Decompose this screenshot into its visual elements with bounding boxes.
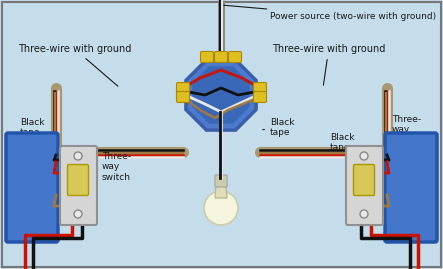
FancyBboxPatch shape [201, 51, 214, 62]
FancyBboxPatch shape [176, 91, 190, 102]
FancyBboxPatch shape [2, 2, 441, 267]
Circle shape [360, 152, 368, 160]
Polygon shape [192, 66, 250, 124]
Text: Power source (two-wire with ground): Power source (two-wire with ground) [224, 5, 436, 21]
FancyBboxPatch shape [67, 165, 89, 196]
FancyBboxPatch shape [253, 83, 267, 94]
FancyBboxPatch shape [176, 83, 190, 94]
Circle shape [360, 210, 368, 218]
Circle shape [74, 210, 82, 218]
FancyBboxPatch shape [214, 51, 228, 62]
Text: Three-
way
switch: Three- way switch [367, 115, 421, 158]
FancyBboxPatch shape [346, 146, 383, 225]
FancyBboxPatch shape [385, 133, 437, 242]
FancyBboxPatch shape [60, 146, 97, 225]
Circle shape [204, 191, 238, 225]
FancyBboxPatch shape [6, 133, 58, 242]
Text: Black
tape: Black tape [20, 118, 60, 153]
FancyBboxPatch shape [229, 51, 241, 62]
Text: Three-wire with ground: Three-wire with ground [272, 44, 385, 85]
Text: Black
tape: Black tape [263, 118, 295, 137]
Text: Black
tape: Black tape [330, 133, 354, 160]
FancyBboxPatch shape [215, 175, 227, 187]
Text: Three-wire with ground: Three-wire with ground [18, 44, 132, 86]
FancyBboxPatch shape [354, 165, 374, 196]
Polygon shape [215, 186, 227, 198]
FancyBboxPatch shape [253, 91, 267, 102]
Polygon shape [186, 60, 256, 130]
Circle shape [74, 152, 82, 160]
Text: Three-
way
switch: Three- way switch [79, 152, 131, 182]
